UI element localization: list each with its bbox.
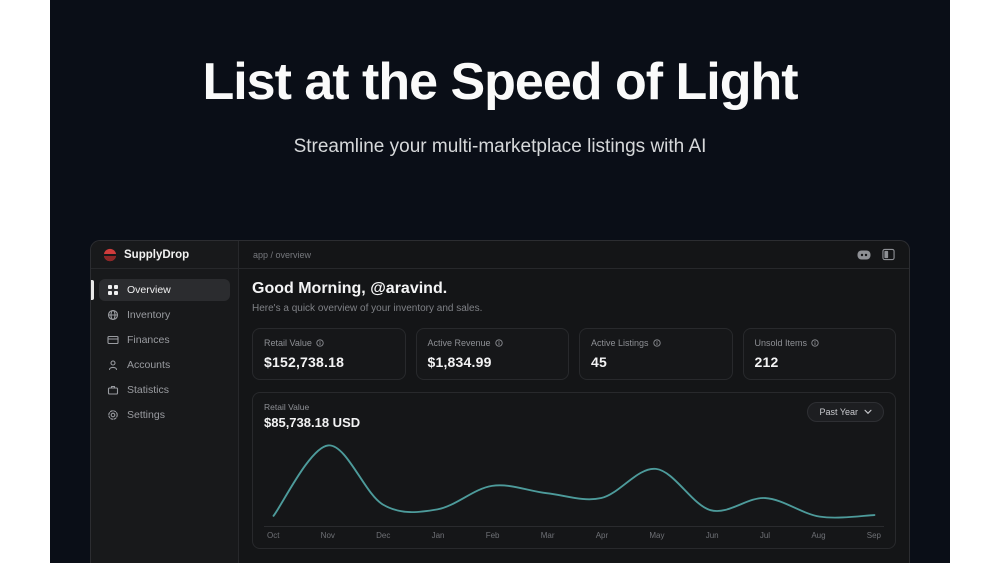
- x-tick-label: Feb: [485, 531, 500, 540]
- chart-metric-value: $85,738.18 USD: [264, 415, 361, 430]
- brand: SupplyDrop: [91, 241, 238, 269]
- x-tick-label: Oct: [267, 531, 280, 540]
- person-icon: [107, 359, 119, 371]
- chart-line: [272, 444, 876, 519]
- hero-panel: List at the Speed of Light Streamline yo…: [50, 0, 950, 563]
- info-icon: [316, 339, 324, 347]
- stat-value: 45: [591, 354, 607, 370]
- greeting-title: Good Morning, @aravind.: [252, 280, 448, 297]
- chart-metric-label: Retail Value: [264, 402, 310, 412]
- breadcrumb: app / overview: [253, 249, 312, 260]
- x-tick-label: Mar: [540, 531, 555, 540]
- card-icon: [107, 334, 119, 346]
- dashboard-window: SupplyDrop Overview Inventory Finances Acco…: [90, 240, 910, 563]
- gear-icon: [107, 409, 119, 421]
- x-tick-label: May: [649, 531, 665, 540]
- main-area: app / overview: [239, 241, 909, 563]
- x-tick-label: Apr: [595, 531, 609, 540]
- sidebar-item-finances[interactable]: Finances: [99, 329, 230, 351]
- stat-card-active-listings: Active Listings 45: [579, 328, 733, 380]
- sidebar-item-settings[interactable]: Settings: [99, 404, 230, 426]
- x-tick-label: Jan: [431, 531, 445, 540]
- sidebar-item-label: Statistics: [127, 384, 170, 396]
- info-icon: [811, 339, 819, 347]
- range-selector[interactable]: Past Year: [807, 402, 884, 422]
- sidebar-item-overview[interactable]: Overview: [99, 279, 230, 301]
- chart-card: Retail Value $85,738.18 USD Past Year: [252, 392, 896, 549]
- stat-label: Unsold Items: [754, 338, 808, 348]
- chart-x-axis: Oct Nov Dec Jan Feb Mar Apr May Jun Jul Aug Sep: [264, 526, 884, 540]
- topbar: app / overview: [239, 241, 909, 269]
- discord-icon[interactable]: [857, 248, 871, 262]
- topbar-icons: [857, 248, 895, 262]
- active-item-indicator: [91, 280, 94, 300]
- info-icon: [652, 339, 661, 347]
- hero-subtitle: Streamline your multi-marketplace listin…: [293, 136, 707, 157]
- sidebar: SupplyDrop Overview Inventory Finances Acco…: [91, 241, 239, 563]
- sidebar-item-label: Accounts: [127, 359, 171, 371]
- content: Good Morning, @aravind. Here's a quick o…: [239, 269, 909, 558]
- globe-icon: [107, 309, 119, 321]
- stat-cards-row: Retail Value $152,738.18 Active Revenue $1,…: [252, 328, 896, 380]
- stat-label: Retail Value: [264, 338, 312, 348]
- chevron-down-icon: [864, 409, 872, 415]
- briefcase-icon: [107, 384, 119, 396]
- chart-header: Retail Value $85,738.18 USD Past Year: [264, 402, 884, 430]
- sidebar-item-label: Finances: [127, 334, 170, 346]
- sidebar-item-accounts[interactable]: Accounts: [99, 354, 230, 376]
- brand-name: SupplyDrop: [124, 248, 190, 261]
- stat-value: $152,738.18: [264, 354, 345, 370]
- stat-card-active-revenue: Active Revenue $1,834.99: [415, 328, 569, 380]
- retail-value-line-chart: Oct Nov Dec Jan Feb Mar Apr May Jun Jul Aug Sep: [264, 434, 884, 540]
- stat-value: $1,834.99: [427, 354, 492, 370]
- sidebar-item-inventory[interactable]: Inventory: [99, 304, 230, 326]
- x-tick-label: Aug: [811, 531, 826, 540]
- sidebar-item-statistics[interactable]: Statistics: [99, 379, 230, 401]
- sidebar-item-label: Settings: [127, 409, 165, 421]
- greeting-subtitle: Here's a quick overview of your inventor…: [252, 303, 483, 314]
- x-tick-label: Dec: [376, 531, 391, 540]
- stat-value: 212: [754, 354, 779, 370]
- hero-title: List at the Speed of Light: [202, 53, 798, 111]
- stat-card-retail-value: Retail Value $152,738.18: [252, 328, 406, 380]
- x-tick-label: Nov: [320, 531, 335, 540]
- x-tick-label: Sep: [866, 531, 881, 540]
- sidebar-item-label: Inventory: [127, 309, 171, 321]
- stat-label: Active Listings: [591, 338, 649, 348]
- sidebar-menu: Overview Inventory Finances Accounts Statist…: [91, 269, 238, 436]
- info-icon: [494, 339, 503, 347]
- x-tick-label: Jun: [705, 531, 719, 540]
- x-tick-label: Jul: [759, 531, 771, 540]
- stat-card-unsold-items: Unsold Items 212: [742, 328, 896, 380]
- panel-toggle-icon[interactable]: [882, 248, 895, 261]
- supplydrop-logo-icon: [103, 248, 117, 262]
- sidebar-item-label: Overview: [127, 284, 171, 296]
- stat-label: Active Revenue: [427, 338, 491, 348]
- grid-icon: [107, 284, 119, 296]
- range-selector-label: Past Year: [819, 407, 858, 417]
